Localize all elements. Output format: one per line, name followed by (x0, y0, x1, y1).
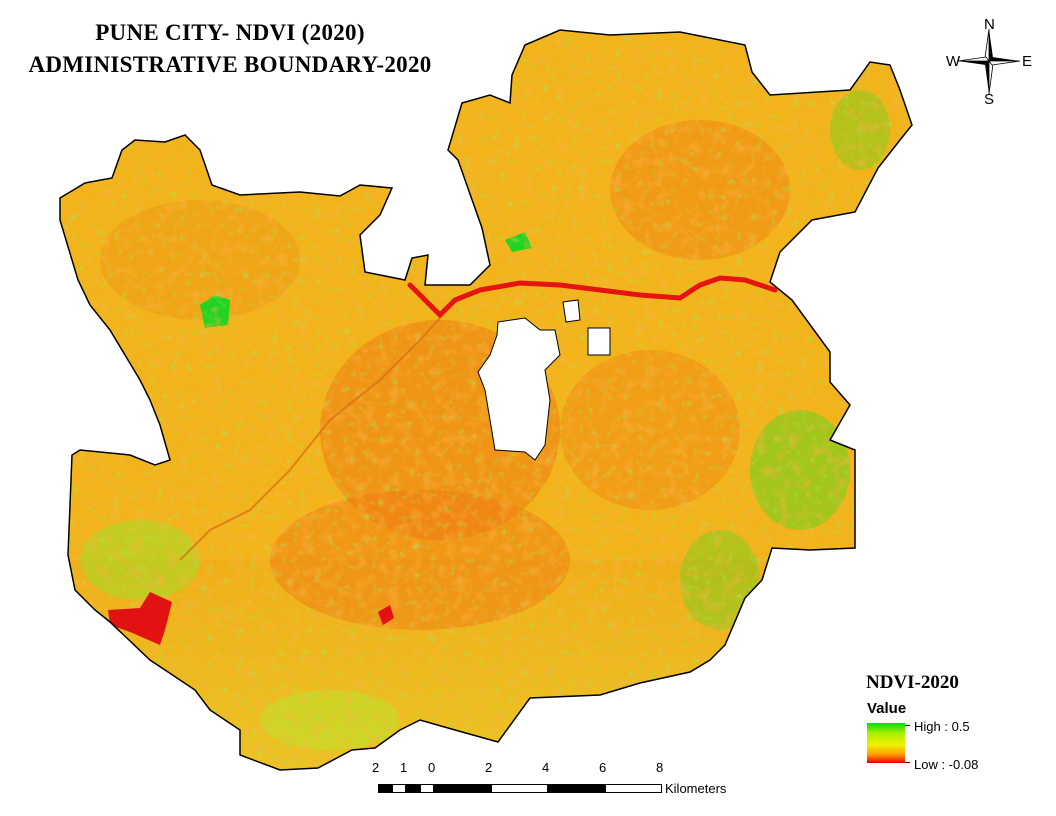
south-label: S (984, 91, 995, 108)
legend-title: NDVI-2020 (866, 672, 959, 693)
scale-tick-label: 2 (485, 760, 493, 775)
legend-high-label: High : 0.5 (914, 719, 970, 734)
water-body-south (378, 605, 394, 625)
scale-tick-label: 2 (372, 760, 380, 775)
ramp-tick-low (905, 762, 910, 763)
scale-tick-label: 1 (400, 760, 408, 775)
north-label: N (984, 16, 995, 33)
scale-tick-label: 6 (599, 760, 607, 775)
legend-low-label: Low : -0.08 (914, 757, 979, 772)
north-arrow: N S W E (946, 14, 1036, 108)
scale-bar: 2 1 0 2 4 6 8 Kilometers (372, 760, 726, 800)
ramp-tick-high (905, 725, 910, 726)
river (407, 275, 778, 319)
scale-tick-label: 8 (656, 760, 664, 775)
water-body-southwest (108, 592, 172, 645)
legend-value-label: Value (867, 700, 907, 717)
excluded-area-small-2 (587, 327, 611, 356)
compass-rose-icon (957, 28, 1021, 95)
scale-tick-label: 4 (542, 760, 550, 775)
river-west (179, 317, 441, 561)
excluded-area-small-1 (562, 299, 581, 323)
excluded-area-cantonment (477, 317, 561, 461)
legend-color-ramp (867, 723, 905, 763)
scale-unit-label: Kilometers (665, 781, 727, 796)
scale-tick-label: 0 (428, 760, 436, 775)
map-title-line-1: PUNE CITY- NDVI (2020) (95, 20, 365, 45)
west-label: W (946, 53, 961, 70)
east-label: E (1022, 53, 1033, 70)
map-title-line-2: ADMINISTRATIVE BOUNDARY-2020 (28, 52, 432, 77)
